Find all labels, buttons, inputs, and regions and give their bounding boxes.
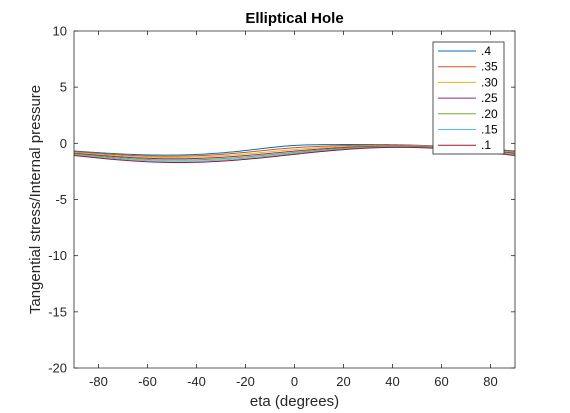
x-tick-label: -20 [236, 374, 255, 389]
chart-title: Elliptical Hole [245, 10, 343, 27]
x-tick-label: -60 [138, 374, 157, 389]
y-axis-label: Tangential stress/Internal pressure [27, 85, 44, 314]
x-tick-label: 80 [483, 374, 497, 389]
y-tick-label: -15 [48, 304, 67, 319]
y-tick-label: 10 [53, 24, 67, 39]
y-tick-label: -10 [48, 248, 67, 263]
x-axis-ticks: -80 -60 -40 -20 0 20 40 60 80 [89, 31, 498, 389]
x-tick-label: 40 [385, 374, 399, 389]
y-tick-label: 5 [60, 80, 67, 95]
x-tick-label: 0 [291, 374, 298, 389]
x-tick-label: -80 [89, 374, 108, 389]
x-tick-label: -40 [187, 374, 206, 389]
legend-label: .30 [481, 75, 498, 89]
legend-items: .4 .35.30 .25 .20 .15.1 [438, 44, 498, 152]
y-tick-label: 0 [60, 136, 67, 151]
legend-label: .35 [481, 60, 498, 74]
legend-label: .15 [481, 123, 498, 137]
legend: .4 .35.30 .25 .20 .15.1 [432, 41, 505, 155]
legend-label: .4 [481, 44, 491, 58]
x-axis-label: eta (degrees) [250, 393, 339, 410]
x-tick-label: 60 [434, 374, 448, 389]
legend-label: .20 [481, 107, 498, 121]
y-axis-ticks: -20 -15 -10 -5 0 5 10 [48, 24, 515, 376]
x-tick-label: 20 [336, 374, 350, 389]
y-tick-label: -20 [48, 361, 67, 376]
legend-label: .1 [481, 138, 491, 152]
y-tick-label: -5 [55, 192, 67, 207]
legend-label: .25 [481, 91, 498, 105]
